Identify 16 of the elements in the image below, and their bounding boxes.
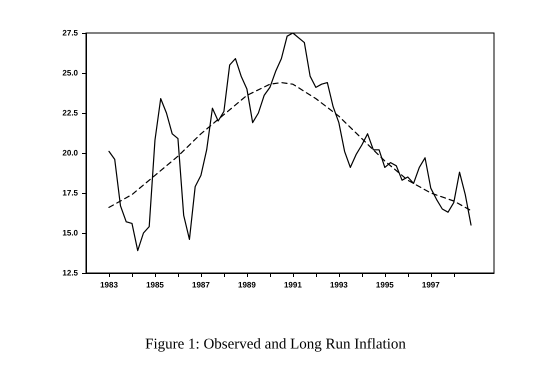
y-tick-label: 25.0 (62, 68, 79, 78)
x-tick-label: 1993 (330, 280, 348, 290)
x-tick-label: 1983 (100, 280, 118, 290)
y-tick-label: 17.5 (62, 188, 79, 198)
x-tick-label: 1997 (422, 280, 440, 290)
y-tick-label: 20.0 (62, 148, 79, 158)
y-tick-label: 12.5 (62, 268, 79, 278)
x-tick-label: 1991 (284, 280, 302, 290)
y-tick-label: 22.5 (62, 108, 79, 118)
x-tick-label: 1989 (238, 280, 256, 290)
x-tick-label: 1995 (376, 280, 394, 290)
y-tick-label: 27.5 (62, 28, 79, 38)
y-tick-label: 15.0 (62, 228, 79, 238)
x-tick-label: 1987 (192, 280, 210, 290)
text: Figure 1: Observed and Long Run Inflation (145, 336, 406, 352)
x-tick-label: 1985 (146, 280, 164, 290)
